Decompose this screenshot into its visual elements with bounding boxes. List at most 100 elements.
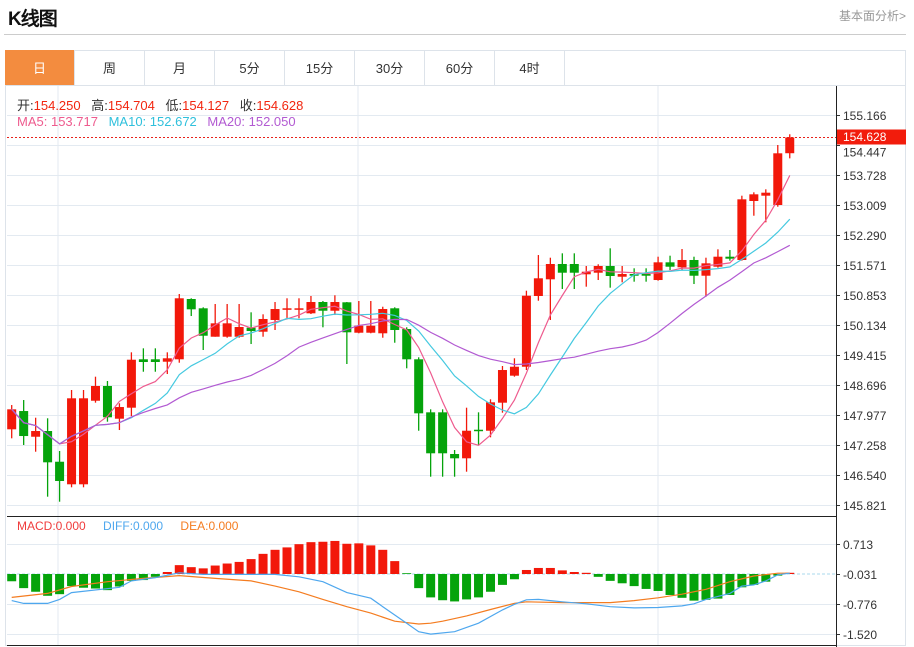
dea-line [11,572,790,625]
macd-bar [426,574,436,598]
candle-up [222,323,232,337]
macd-bar [557,570,567,574]
candle-down [402,329,412,360]
candle-down [414,359,424,414]
macd-bar [677,574,687,598]
candle-down [474,429,484,432]
macd-bar [318,541,328,574]
candle-down [725,256,735,259]
price-tick-label: 152.290 [843,229,887,243]
tab-week[interactable]: 周 [75,50,145,86]
tab-4hour[interactable]: 4时 [495,50,565,86]
macd-bar [641,574,651,589]
macd-tick-label: -0.031 [843,568,877,582]
macd-bar [533,567,543,574]
candle-up [294,308,304,310]
macd-bar [474,574,484,598]
candle-up [234,326,244,337]
macd-bar [761,574,771,582]
macd-bar [19,574,29,589]
tab-15min[interactable]: 15分 [285,50,355,86]
ma5-line [11,175,791,446]
tab-60min[interactable]: 60分 [425,50,495,86]
divider [565,85,906,86]
candle-down [138,359,148,363]
macd-bar [378,549,388,574]
candle-up [509,366,519,376]
macd-bar [605,574,615,581]
tab-5min[interactable]: 5分 [215,50,285,86]
ohlc-info: 开:154.250 高:154.704 低:154.127 收:154.628 [17,95,303,114]
macd-tick-label: 0.713 [843,538,873,552]
fundamental-analysis-link[interactable]: 基本面分析> [838,9,906,23]
candle-up [282,308,292,310]
open-value: 154.250 [33,98,81,113]
candle-up [7,409,17,430]
macd-bar [497,574,507,585]
macd-bar [593,574,603,577]
macd-bar [186,567,196,574]
tab-30min[interactable]: 30分 [355,50,425,86]
macd-bar [79,574,89,588]
last-price-badge [837,129,906,145]
candle-down [426,412,436,454]
close-label: 收: [239,98,257,113]
candle-down [318,302,328,311]
macd-bar [282,547,292,574]
macd-bar [234,561,244,574]
macd-bar [617,574,627,584]
ma20-label: MA20: [207,114,245,129]
candle-up [521,295,531,367]
price-tick-label: 150.134 [843,319,887,333]
macd-bar [713,574,723,599]
price-tick-label: 155.166 [843,109,887,123]
macd-bar [569,571,579,574]
macd-bar [31,574,41,592]
low-label: 低: [165,98,183,113]
period-tabs: 日 周 月 5分 15分 30分 60分 4时 [5,50,565,86]
diff-line [11,572,790,635]
candle-up [785,137,795,154]
candle-down [186,299,196,310]
candle-down [246,327,256,332]
candle-down [43,431,53,463]
macd-bar [701,574,711,600]
ma20-value: 152.050 [248,114,296,129]
macd-tick-label: -1.520 [843,628,877,642]
page-title: K线图 [8,9,58,30]
dea-value: 0.000 [208,519,239,533]
macd-bar [67,574,77,587]
candle-up [306,302,316,314]
macd-bar [486,574,495,592]
candle-up [497,370,507,403]
macd-bar [306,542,316,574]
price-tick-label: 151.571 [843,259,887,273]
macd-bar [354,543,364,574]
candle-down [438,412,448,454]
candle-up [581,271,591,275]
price-tick-label: 147.258 [843,439,887,453]
price-tick-label: 146.540 [843,469,887,483]
candle-down [665,262,675,267]
macd-bar [665,574,675,595]
macd-bar [390,561,400,574]
diff-label: DIFF: [103,519,134,533]
tab-month[interactable]: 月 [145,50,215,86]
macd-bar [653,574,663,591]
candle-down [450,454,460,459]
ma10-line [11,218,791,445]
macd-bar [174,565,184,574]
candle-up [90,385,100,401]
candle-down [557,263,567,273]
price-tick-label: 148.696 [843,379,887,393]
price-tick-label: 154.447 [843,146,887,160]
candle-up [162,358,172,362]
candle-down [641,274,651,276]
tab-day[interactable]: 日 [5,50,75,86]
macd-value: 0.000 [55,519,86,533]
macd-bar [438,574,448,601]
ma5-value: 153.717 [50,114,98,129]
candle-up [617,274,627,277]
ma-info: MA5: 153.717 MA10: 152.672 MA20: 152.050 [17,114,296,129]
